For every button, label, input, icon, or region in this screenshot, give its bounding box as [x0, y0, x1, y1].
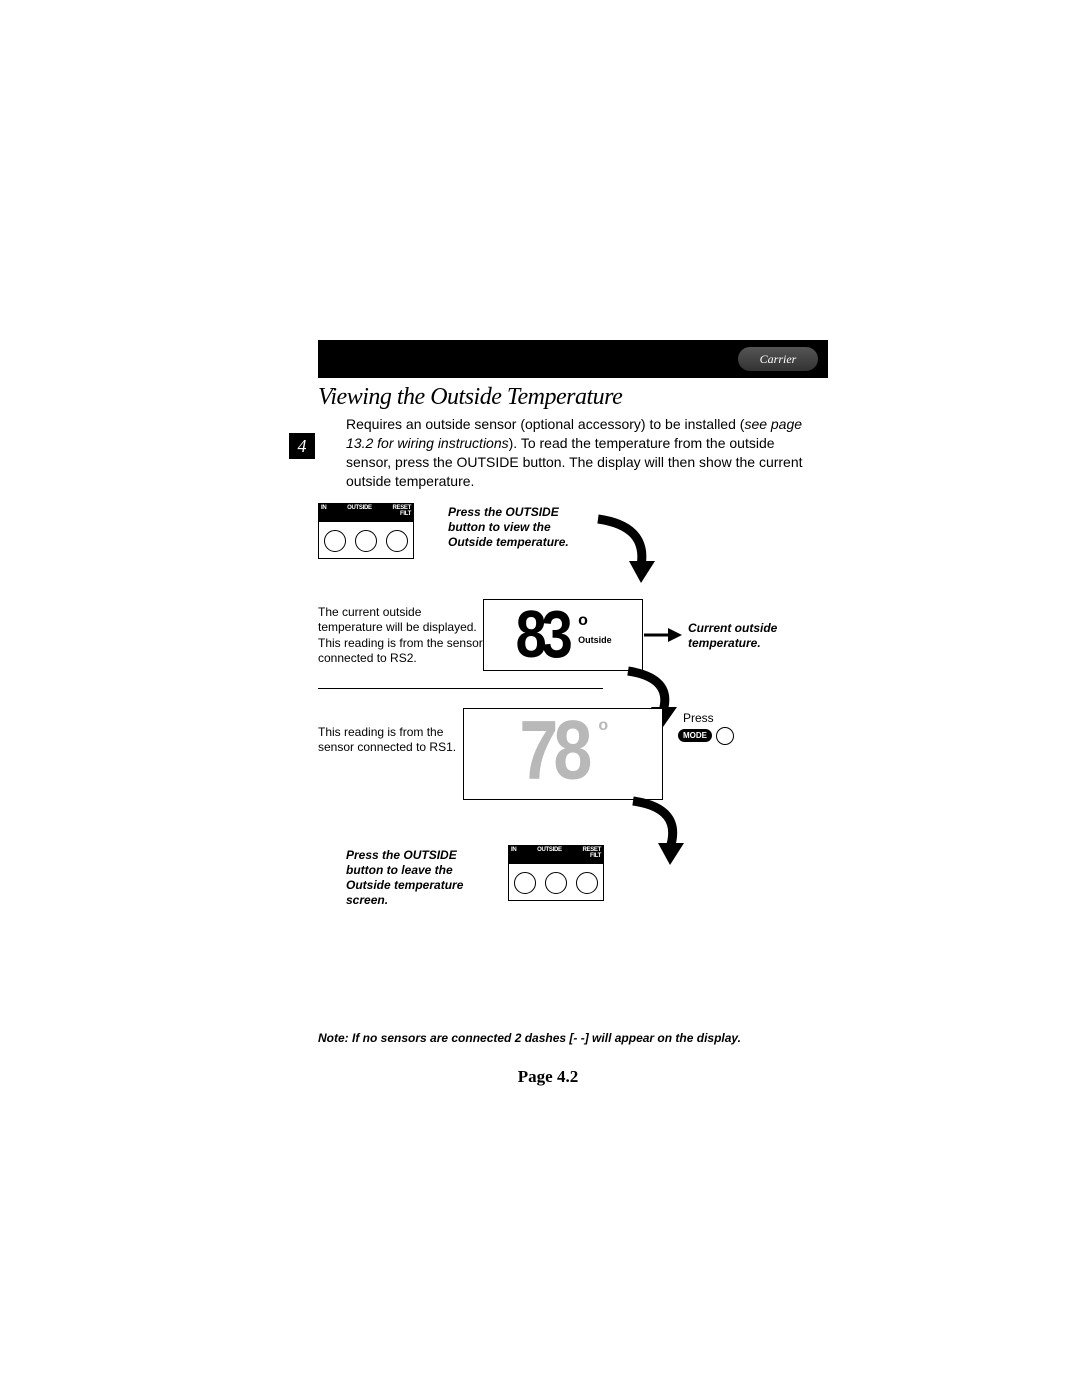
- panel-buttons: [319, 522, 413, 559]
- arrow-curved-icon: [593, 511, 673, 591]
- panel-label-in: IN: [321, 505, 326, 511]
- panel-button: [514, 872, 536, 894]
- caption-line: The current outside temperature will be …: [318, 605, 477, 635]
- thermostat-panel-top: IN OUTSIDE RESET FILT: [318, 503, 414, 559]
- caption-press-leave: Press the OUTSIDE button to leave the Ou…: [346, 848, 496, 908]
- intro-paragraph: Requires an outside sensor (optional acc…: [346, 415, 816, 491]
- panel-button: [386, 530, 408, 552]
- panel-label-in: IN: [511, 847, 516, 853]
- mode-button-icon: [716, 727, 734, 745]
- panel-buttons: [509, 864, 603, 901]
- arrow-right-icon: [644, 626, 684, 644]
- caption-press-view: Press the OUTSIDE button to view the Out…: [448, 505, 598, 550]
- panel-button: [355, 530, 377, 552]
- panel-label-filt: FILT: [400, 511, 411, 517]
- panel-button: [545, 872, 567, 894]
- degree-icon: o: [598, 717, 608, 734]
- mode-label: MODE: [678, 729, 712, 742]
- diagram-area: IN OUTSIDE RESET FILT Press the OUTSIDE …: [318, 503, 828, 1013]
- panel-label-outside: OUTSIDE: [537, 847, 562, 853]
- manual-page: Carrier Viewing the Outside Temperature …: [250, 340, 830, 1087]
- caption-rs1: This reading is from the sensor connecte…: [318, 725, 468, 756]
- lcd-display-1: 83 o Outside: [483, 599, 643, 671]
- caption-current-displayed: The current outside temperature will be …: [318, 605, 488, 667]
- degree-icon: o: [578, 612, 588, 629]
- panel-header: IN OUTSIDE RESET FILT: [319, 504, 413, 522]
- thermostat-panel-bottom: IN OUTSIDE RESET FILT: [508, 845, 604, 901]
- panel-button: [576, 872, 598, 894]
- header-bar: Carrier: [318, 340, 828, 378]
- panel-button: [324, 530, 346, 552]
- panel-label-outside: OUTSIDE: [347, 505, 372, 511]
- panel-header: IN OUTSIDE RESET FILT: [509, 846, 603, 864]
- press-label: Press: [683, 711, 714, 725]
- arrow-curved-icon: [628, 793, 708, 871]
- lcd-outside-label: Outside: [578, 635, 612, 645]
- mode-button-group: MODE: [678, 727, 734, 745]
- lcd-display-2: 78 o: [463, 708, 663, 800]
- section-number-badge: 4: [289, 433, 315, 459]
- lcd-temp-2: 78: [518, 707, 586, 806]
- intro-text-1: Requires an outside sensor (optional acc…: [346, 416, 744, 432]
- caption-line: This reading is from the sensor connecte…: [318, 636, 483, 666]
- lcd-temp-1: 83: [514, 598, 565, 678]
- caption-current-outside: Current outside temperature.: [688, 621, 808, 651]
- panel-label-filt: FILT: [590, 853, 601, 859]
- page-number: Page 4.2: [318, 1067, 778, 1087]
- divider-line: [318, 688, 603, 689]
- footnote: Note: If no sensors are connected 2 dash…: [318, 1031, 830, 1045]
- page-title: Viewing the Outside Temperature: [318, 384, 830, 411]
- brand-logo: Carrier: [738, 347, 818, 371]
